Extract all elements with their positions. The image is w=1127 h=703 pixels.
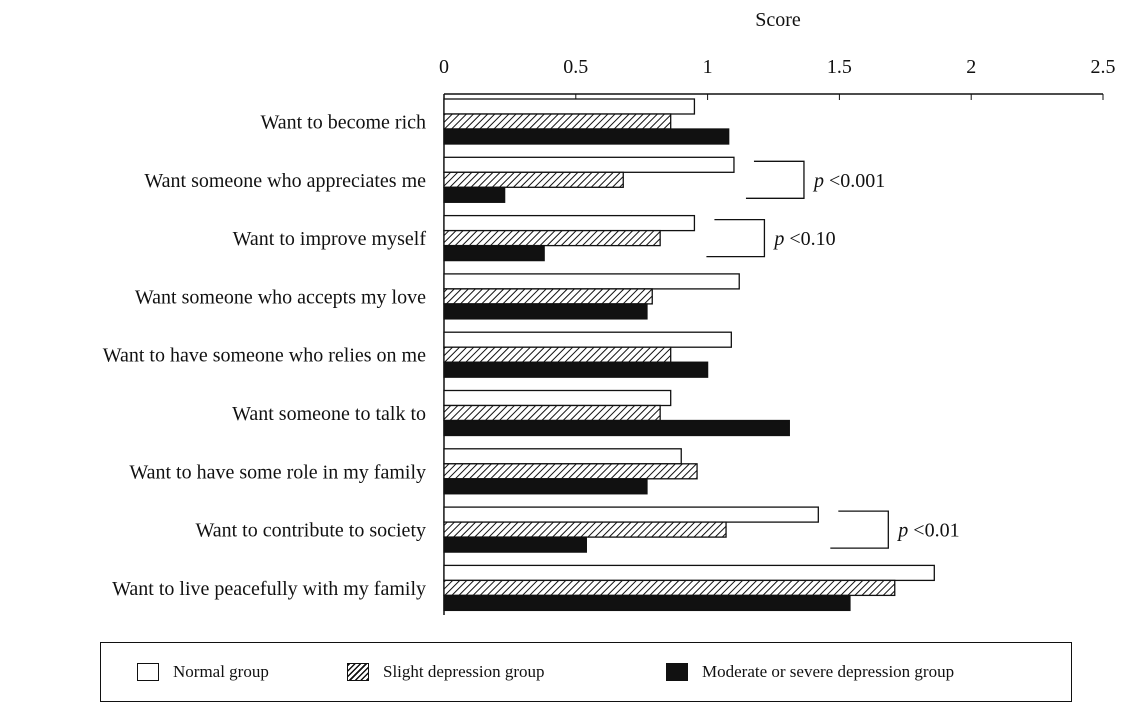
bar (443, 128, 730, 145)
category-label: Want to become rich (260, 112, 426, 134)
legend-swatch-slight (347, 663, 369, 681)
category-label: Want someone who accepts my love (135, 286, 426, 308)
bar (443, 113, 672, 130)
x-axis-label: Score (755, 9, 801, 31)
bar (443, 419, 790, 437)
category-label: Want to have some role in my family (129, 461, 426, 483)
bar (443, 273, 740, 290)
x-tick-label: 0 (439, 56, 449, 78)
bar (443, 98, 696, 115)
bar (443, 244, 545, 262)
category-labels: Want to become rich Want someone who appr… (103, 112, 427, 600)
bar (443, 404, 661, 422)
x-tick-label: 2.5 (1091, 56, 1116, 78)
bar (443, 186, 506, 203)
bar (443, 478, 648, 495)
x-tick-label: 1 (703, 56, 713, 78)
category-label: Want to have someone who relies on me (103, 345, 426, 367)
legend-label-slight: Slight depression group (383, 662, 545, 681)
bar (443, 303, 648, 320)
category-label: Want to improve myself (233, 228, 427, 250)
category-label: Want to contribute to society (195, 520, 426, 542)
legend-swatch-normal (137, 663, 159, 681)
bar (443, 214, 696, 232)
legend-label-moderate: Moderate or severe depression group (702, 662, 955, 681)
x-tick-label: 0.5 (563, 56, 588, 78)
bar (443, 171, 624, 188)
bar (443, 229, 661, 247)
x-axis-ticks: 0 0.5 1 1.5 2 2.5 (439, 56, 1116, 100)
legend-item-slight: Slight depression group (347, 643, 545, 701)
bar (443, 156, 735, 173)
legend-swatch-moderate (666, 663, 688, 681)
significance-bracket (830, 510, 889, 549)
bar (443, 579, 896, 597)
significance-bracket (706, 218, 766, 258)
x-tick-label: 2 (966, 56, 976, 78)
bar (443, 389, 672, 407)
category-label: Want someone who appreciates me (144, 170, 426, 192)
legend: Normal group Slight depression group Mod… (100, 642, 1072, 702)
significance-bracket (745, 160, 805, 199)
legend-item-normal: Normal group (137, 643, 269, 701)
bar (443, 346, 672, 363)
bar (443, 331, 732, 348)
bar (443, 506, 819, 523)
bar (443, 361, 709, 378)
significance-label: p <0.10 (772, 228, 835, 250)
legend-label-normal: Normal group (173, 662, 269, 681)
bar-chart: Score 0 0.5 1 1.5 2 2.5 Want to become richWa… (103, 9, 1116, 615)
x-tick-label: 1.5 (827, 56, 852, 78)
category-label: Want someone to talk to (232, 403, 426, 425)
legend-item-moderate: Moderate or severe depression group (666, 643, 954, 701)
bar (443, 288, 653, 305)
bar (443, 564, 935, 582)
bar (443, 536, 587, 553)
annotations-group: p <0.001 p <0.10 p <0.01 (706, 160, 960, 549)
bar (443, 463, 698, 480)
bar (443, 448, 682, 465)
bar (443, 521, 727, 538)
bars-group (443, 98, 935, 612)
bar (443, 594, 851, 612)
significance-label: p <0.001 (812, 170, 885, 192)
significance-label: p <0.01 (896, 520, 959, 542)
category-label: Want to live peacefully with my family (112, 578, 426, 600)
